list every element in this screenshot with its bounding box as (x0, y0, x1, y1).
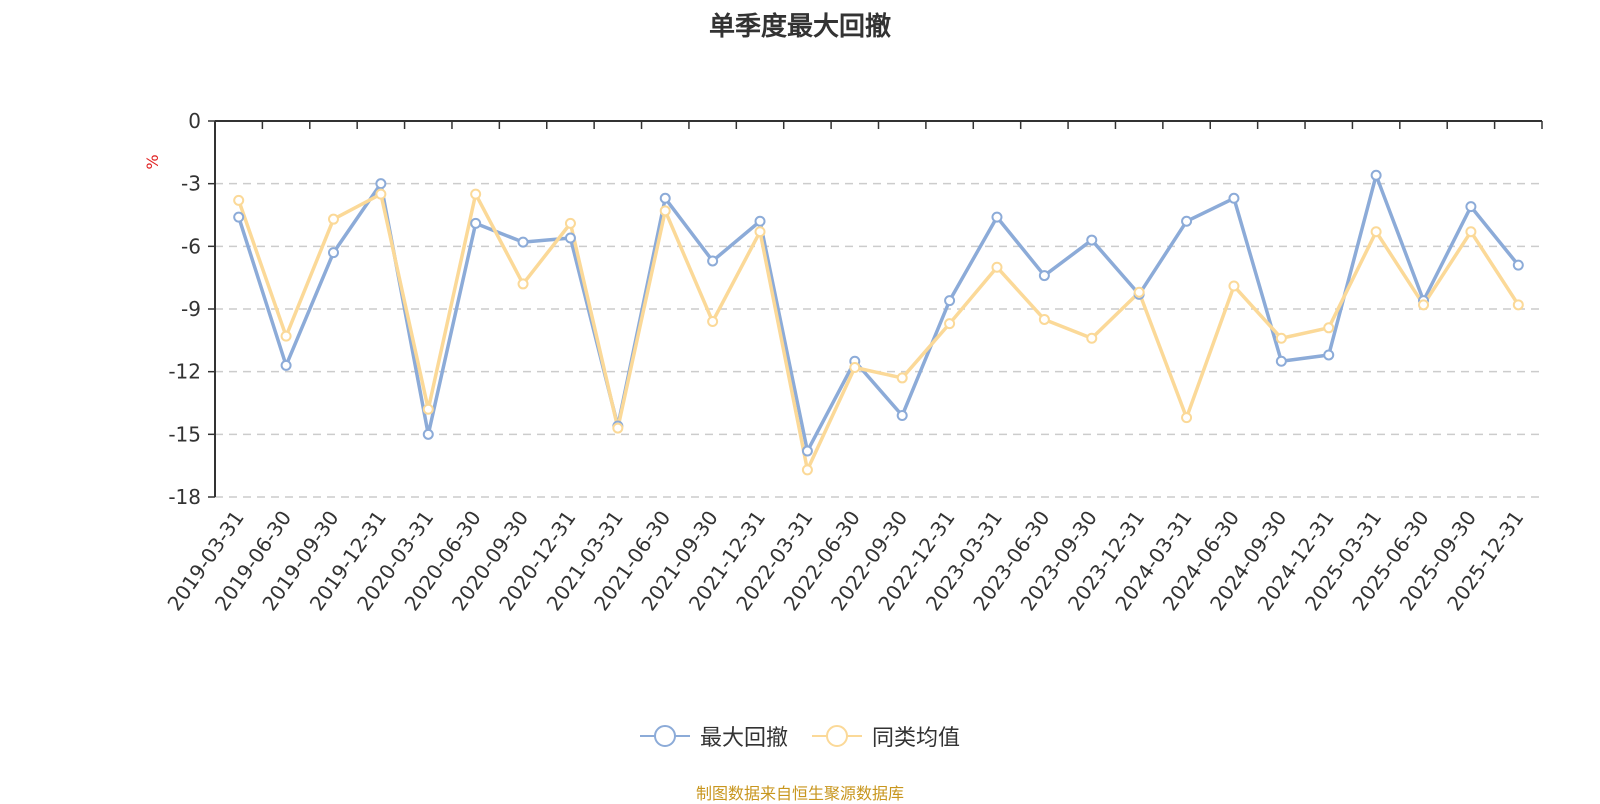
series-line-1 (237, 173, 1520, 453)
data-point (944, 295, 956, 307)
y-tick-label: -18 (168, 485, 201, 509)
data-point (659, 205, 671, 217)
source-note: 制图数据来自恒生聚源数据库 (695, 784, 904, 803)
data-point (754, 226, 766, 238)
data-point (1512, 299, 1524, 311)
legend: 最大回撤 同类均值 (0, 720, 1600, 752)
data-point (991, 211, 1003, 223)
data-point (280, 359, 292, 371)
data-point (233, 194, 245, 206)
data-point (1181, 412, 1193, 424)
data-point (1086, 332, 1098, 344)
data-point (327, 247, 339, 259)
y-tick-label: 0 (188, 109, 201, 133)
data-point (707, 255, 719, 267)
data-point (517, 236, 529, 248)
data-point (1512, 259, 1524, 271)
data-point (1323, 349, 1335, 361)
data-point (470, 188, 482, 200)
data-point (1133, 286, 1145, 298)
data-point (1181, 215, 1193, 227)
legend-marker-icon (639, 724, 690, 748)
legend-label: 最大回撤 (699, 726, 788, 751)
data-point (280, 330, 292, 342)
data-point (707, 316, 719, 328)
data-point (1275, 332, 1287, 344)
y-tick-label: -9 (181, 297, 201, 321)
data-point (1038, 313, 1050, 325)
data-point (896, 372, 908, 384)
data-point (1038, 270, 1050, 282)
data-point (944, 318, 956, 330)
data-point (1228, 280, 1240, 292)
y-axis-unit: % (143, 154, 162, 169)
data-point (375, 178, 387, 190)
series-line-2 (237, 192, 1520, 472)
data-point (422, 428, 434, 440)
data-point (564, 232, 576, 244)
data-point (1275, 355, 1287, 367)
data-point (1323, 322, 1335, 334)
legend-item-max-drawdown[interactable]: 最大回撤 (639, 720, 788, 752)
data-point (1228, 192, 1240, 204)
data-point (1465, 226, 1477, 238)
series-lines (237, 173, 1520, 472)
data-point (801, 464, 813, 476)
data-point (233, 211, 245, 223)
data-point (564, 217, 576, 229)
y-tick-label: -12 (168, 360, 201, 384)
data-point (896, 410, 908, 422)
data-point (1086, 234, 1098, 246)
y-tick-label: -3 (181, 172, 201, 196)
x-tick-labels: 2019-03-312019-06-302019-09-302019-12-31… (162, 506, 1528, 615)
data-point (422, 403, 434, 415)
chart-title: 单季度最大回撤 (708, 12, 891, 42)
data-point (801, 445, 813, 457)
data-point (1370, 169, 1382, 181)
y-tick-label: -6 (181, 234, 201, 258)
axes (208, 120, 1543, 498)
data-point (1418, 299, 1430, 311)
data-point (470, 217, 482, 229)
data-point (375, 188, 387, 200)
data-point (1370, 226, 1382, 238)
legend-marker-icon (812, 724, 862, 748)
data-point (327, 213, 339, 225)
legend-item-peer-average[interactable]: 同类均值 (812, 720, 960, 752)
legend-label: 同类均值 (872, 726, 961, 751)
line-chart: 0 -3 -6 -9 -12 -15 -18 2019-03-312019-06-30201… (143, 109, 1543, 615)
data-point (754, 215, 766, 227)
y-tick-label: -15 (168, 422, 201, 446)
series-points (233, 169, 1524, 476)
data-point (849, 361, 861, 373)
data-point (991, 261, 1003, 273)
data-point (659, 192, 671, 204)
y-tick-labels: 0 -3 -6 -9 -12 -15 -18 (168, 109, 201, 509)
data-point (1465, 201, 1477, 213)
data-point (612, 422, 624, 434)
data-point (517, 278, 529, 290)
